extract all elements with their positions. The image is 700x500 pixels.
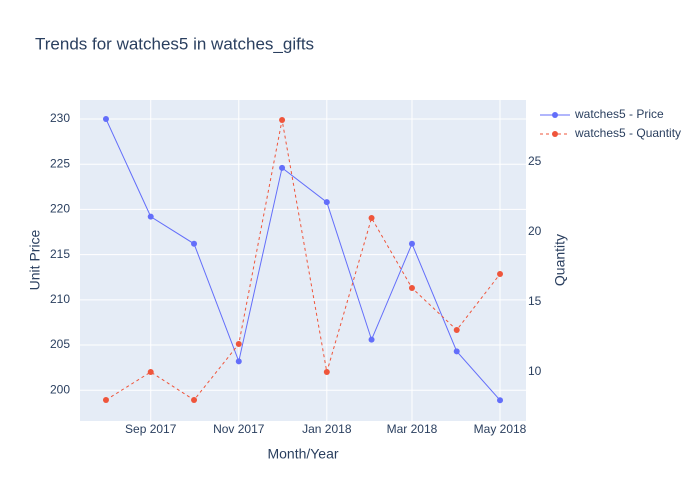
point: [408, 285, 415, 292]
x-axis-label: Month/Year: [267, 446, 338, 462]
point: [323, 369, 330, 376]
y-tick-label: 220: [50, 202, 70, 216]
y-tick-label: 230: [50, 111, 70, 125]
x-tick-label: Jan 2018: [302, 422, 352, 436]
y-tick-label: 200: [50, 382, 70, 396]
y-tick-label: 205: [50, 337, 70, 351]
point: [147, 213, 154, 220]
legend-marker: [552, 112, 558, 118]
point: [191, 240, 198, 247]
y-tick-label: 210: [50, 292, 70, 306]
y2-tick-label: 10: [528, 364, 542, 378]
y2-tick-label: 15: [528, 294, 542, 308]
legend-label: watches5 - Quantity: [574, 126, 681, 140]
point: [368, 336, 375, 343]
point: [235, 358, 242, 365]
y-axis-label: Unit Price: [27, 229, 43, 290]
point: [279, 164, 286, 171]
series-line: [105, 118, 501, 401]
y-tick-label: 215: [50, 247, 70, 261]
point: [102, 115, 109, 122]
point: [453, 348, 460, 355]
point: [497, 397, 504, 404]
point: [368, 215, 375, 222]
point: [497, 271, 504, 278]
series-line: [105, 119, 501, 401]
point: [323, 199, 330, 206]
point: [235, 341, 242, 348]
chart-title: Trends for watches5 in watches_gifts: [35, 34, 314, 53]
point: [191, 397, 198, 404]
y-tick-label: 225: [50, 156, 70, 170]
point: [147, 369, 154, 376]
y2-tick-label: 20: [528, 224, 542, 238]
y2-axis-label: Quantity: [552, 234, 568, 286]
point: [279, 117, 286, 124]
x-tick-label: Mar 2018: [387, 422, 438, 436]
point: [453, 327, 460, 334]
x-tick-label: Nov 2017: [213, 422, 265, 436]
x-tick-label: Sep 2017: [125, 422, 177, 436]
point: [408, 240, 415, 247]
y2-tick-label: 25: [528, 154, 542, 168]
legend-label: watches5 - Price: [574, 107, 664, 121]
x-tick-label: May 2018: [474, 422, 527, 436]
legend-marker: [552, 131, 558, 137]
plot-area: [80, 100, 526, 421]
point: [102, 397, 109, 404]
